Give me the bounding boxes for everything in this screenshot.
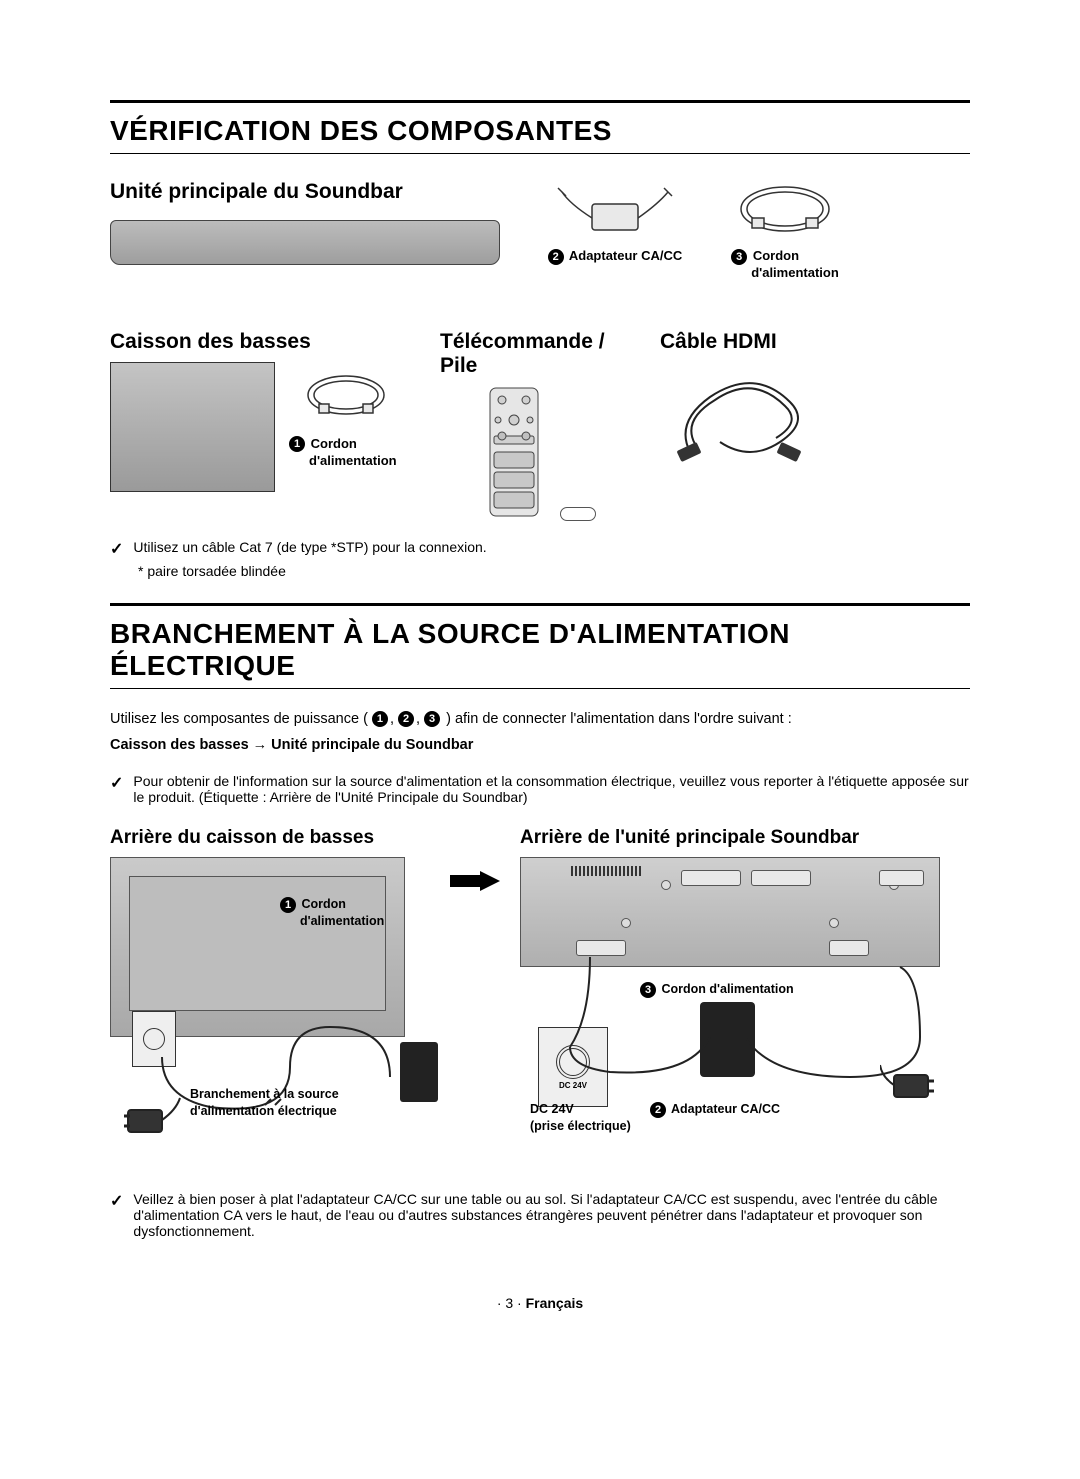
section2-title: BRANCHEMENT À LA SOURCE D'ALIMENTATION É…: [110, 603, 970, 689]
adapter-label: 2 Adaptateur CA/CC: [548, 248, 683, 265]
asterisk-note: * paire torsadée blindée: [110, 563, 970, 579]
cord-label-2: d'alimentation: [731, 265, 839, 280]
callout-cord1-b: d'alimentation: [280, 914, 384, 928]
soundbar-label: Unité principale du Soundbar: [110, 180, 520, 204]
callout-circle-1-icon: 1: [280, 897, 296, 913]
rear-sub-label: Arrière du caisson de basses: [110, 827, 430, 849]
callout-adapter-text: Adaptateur CA/CC: [671, 1102, 780, 1116]
callout-plug: Branchement à la source d'alimentation é…: [190, 1086, 339, 1119]
check-icon-3: ✓: [110, 1191, 123, 1239]
cord-illustration: [720, 174, 850, 244]
callout-circle-3-icon: 3: [640, 982, 656, 998]
footer-lang: Français: [526, 1295, 584, 1311]
row-components: Caisson des basses 1 Cordon d'alimentati…: [110, 324, 970, 521]
remote-illustration: [484, 386, 544, 521]
check-adapter-flat: ✓ Veillez à bien poser à plat l'adaptate…: [110, 1191, 970, 1239]
dc-label-a: DC 24V: [530, 1102, 574, 1116]
connection-diagrams: Arrière du caisson de basses: [110, 821, 970, 1181]
dc-label-b: (prise électrique): [530, 1119, 631, 1133]
intro-b: ) afin de connecter l'alimentation dans …: [446, 711, 792, 727]
dc-tag: DC 24V: [559, 1081, 587, 1090]
adapter-illustration: [550, 174, 680, 244]
cord-label: 3 Cordon d'alimentation: [731, 248, 839, 282]
adapter-block-illustration: [700, 1002, 755, 1077]
callout-circle-2-icon: 2: [650, 1102, 666, 1118]
soundbar-illustration: [110, 220, 500, 265]
plug-illustration-1: [122, 1092, 182, 1142]
sub-cord-illustration: [289, 362, 404, 432]
check-icon: ✓: [110, 539, 123, 559]
hdmi-illustration: [660, 362, 820, 482]
order-text: Caisson des basses → Unité principale du…: [110, 735, 970, 755]
check-info-text: Pour obtenir de l'information sur la sou…: [133, 773, 970, 805]
check-cat7-text: Utilisez un câble Cat 7 (de type *STP) p…: [133, 539, 486, 559]
callout-cord1-a: Cordon: [301, 897, 345, 911]
check-cat7: ✓ Utilisez un câble Cat 7 (de type *STP)…: [110, 539, 970, 559]
sub-rear-illustration: [110, 857, 405, 1037]
callout-adapter: 2 Adaptateur CA/CC: [650, 1101, 780, 1118]
intro-text: Utilisez les composantes de puissance ( …: [110, 709, 970, 729]
plug-illustration-2: [880, 1057, 935, 1107]
check-adapter-text: Veillez à bien poser à plat l'adaptateur…: [133, 1191, 970, 1239]
section1-title: VÉRIFICATION DES COMPOSANTES: [110, 100, 970, 154]
battery-illustration: [560, 507, 596, 521]
arrow-right-icon: [450, 871, 500, 891]
subwoofer-illustration: [110, 362, 275, 492]
circle-1-icon: 1: [289, 436, 305, 452]
hdmi-label: Câble HDMI: [660, 330, 840, 354]
check-info: ✓ Pour obtenir de l'information sur la s…: [110, 773, 970, 805]
callout-cord1: 1 Cordon d'alimentation: [280, 896, 384, 929]
intro-circle-2-icon: 2: [398, 711, 414, 727]
callout-plug-a: Branchement à la source: [190, 1087, 339, 1101]
row-soundbar: Unité principale du Soundbar 2 Adaptateu…: [110, 174, 970, 282]
dc-label: DC 24V (prise électrique): [530, 1101, 631, 1134]
sub-cord-label: 1 Cordon d'alimentation: [289, 436, 404, 470]
soundbar-rear-illustration: [520, 857, 940, 967]
cord-label-1: Cordon: [753, 248, 799, 263]
sub-adapter-block: [400, 1042, 438, 1102]
footer-page: · 3 ·: [497, 1295, 526, 1311]
check-icon-2: ✓: [110, 773, 123, 805]
sub-cord-2: d'alimentation: [289, 453, 397, 468]
callout-cord3: 3 Cordon d'alimentation: [640, 981, 794, 998]
callout-plug-b: d'alimentation électrique: [190, 1104, 337, 1118]
page-footer: · 3 · Français: [110, 1295, 970, 1311]
intro-circle-1-icon: 1: [372, 711, 388, 727]
intro-circle-3-icon: 3: [424, 711, 440, 727]
intro-a: Utilisez les composantes de puissance (: [110, 711, 368, 727]
adapter-label-text: Adaptateur CA/CC: [569, 248, 682, 263]
remote-label: Télécommande / Pile: [440, 330, 640, 378]
rear-main-label: Arrière de l'unité principale Soundbar: [520, 827, 950, 849]
sub-cord-1: Cordon: [311, 436, 357, 451]
circle-3-icon: 3: [731, 249, 747, 265]
dc-jack-illustration: DC 24V: [538, 1027, 608, 1107]
sub-port-illustration: [132, 1011, 176, 1067]
circle-2-icon: 2: [548, 249, 564, 265]
callout-cord3-text: Cordon d'alimentation: [661, 982, 793, 996]
subwoofer-label: Caisson des basses: [110, 330, 420, 354]
